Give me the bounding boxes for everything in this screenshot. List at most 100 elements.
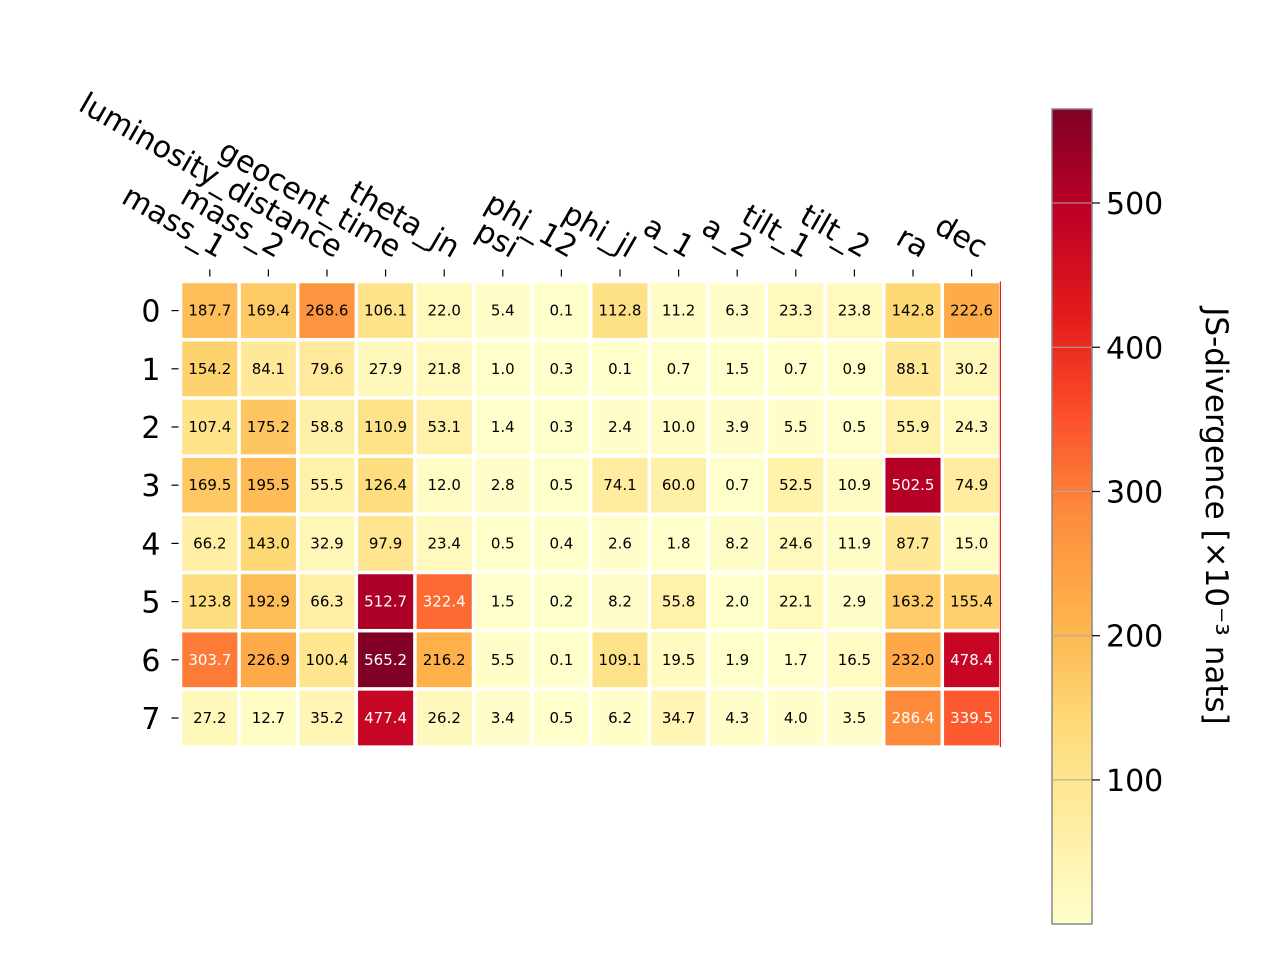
cell-value-label: 0.1 <box>608 360 632 378</box>
cell-value-label: 1.8 <box>667 534 691 552</box>
cell-value-label: 30.2 <box>955 360 988 378</box>
cell-value-label: 23.3 <box>779 302 812 320</box>
cell-value-label: 143.0 <box>247 534 290 552</box>
heatmap-cell <box>944 341 1000 397</box>
heatmap-cell <box>651 399 707 455</box>
heatmap-cell <box>299 632 355 688</box>
cell-value-label: 88.1 <box>896 360 929 378</box>
cell-value-label: 74.1 <box>603 476 636 494</box>
cell-value-label: 502.5 <box>892 476 935 494</box>
heatmap-cell <box>826 457 882 513</box>
heatmap-cell <box>768 457 824 513</box>
cell-value-label: 187.7 <box>188 302 231 320</box>
heatmap-cell <box>533 457 589 513</box>
cell-value-label: 0.7 <box>667 360 691 378</box>
cell-value-label: 0.7 <box>725 476 749 494</box>
heatmap-cell <box>768 632 824 688</box>
heatmap-cell <box>299 574 355 629</box>
cell-value-label: 21.8 <box>427 360 460 378</box>
heatmap-cell <box>885 341 941 397</box>
heatmap-cell <box>826 574 882 629</box>
y-axis: 0 1 2 3 4 5 6 7 <box>141 295 179 737</box>
cell-value-label: 169.5 <box>188 476 231 494</box>
cell-value-label: 34.7 <box>662 709 695 727</box>
x-axis: mass_1mass_2luminosity_distancegeocent_t… <box>73 86 993 277</box>
cell-value-label: 15.0 <box>955 534 988 552</box>
cell-value-label: 8.2 <box>608 593 632 611</box>
heatmap-cell <box>475 399 531 455</box>
y-tick-label: 6 <box>141 644 160 679</box>
cell-value-label: 142.8 <box>892 302 935 320</box>
cell-value-label: 1.5 <box>491 593 515 611</box>
heatmap-cell <box>768 690 824 746</box>
y-tick-label: 5 <box>141 586 160 621</box>
cell-value-label: 0.3 <box>549 360 573 378</box>
cell-value-label: 23.8 <box>838 302 871 320</box>
cell-value-label: 106.1 <box>364 302 407 320</box>
heatmap-cell <box>826 399 882 455</box>
cell-value-label: 126.4 <box>364 476 407 494</box>
cell-value-label: 0.5 <box>549 709 573 727</box>
cell-value-label: 0.5 <box>549 476 573 494</box>
cell-value-label: 2.6 <box>608 534 632 552</box>
heatmap-cell <box>592 283 648 338</box>
cell-value-label: 192.9 <box>247 593 290 611</box>
heatmap-cell <box>826 516 882 571</box>
heatmap-cell <box>709 283 765 338</box>
cell-value-label: 66.3 <box>310 593 343 611</box>
cell-value-label: 107.4 <box>188 418 231 436</box>
colorbar-label: JS-divergence [×10⁻³ nats] <box>1198 305 1234 725</box>
heatmap-cell <box>592 574 648 629</box>
heatmap-cell <box>416 399 472 455</box>
cell-value-label: 4.3 <box>725 709 749 727</box>
heatmap-cell <box>944 690 1000 746</box>
cell-value-label: 0.5 <box>491 534 515 552</box>
cell-value-label: 12.7 <box>252 709 285 727</box>
cell-value-label: 226.9 <box>247 651 290 669</box>
heatmap-cell <box>592 690 648 746</box>
x-tick-label: a_1 <box>637 209 700 266</box>
cell-value-label: 55.8 <box>662 593 695 611</box>
cell-value-label: 0.4 <box>549 534 573 552</box>
colorbar-tick-label: 100 <box>1106 764 1163 799</box>
heatmap-cell <box>475 574 531 629</box>
x-tick-label: dec <box>929 208 993 265</box>
cell-value-label: 11.2 <box>662 302 695 320</box>
y-tick-label: 1 <box>141 353 160 388</box>
heatmap-cell <box>358 341 414 397</box>
cell-value-label: 4.0 <box>784 709 808 727</box>
heatmap-cell <box>533 341 589 397</box>
cell-value-label: 0.9 <box>842 360 866 378</box>
heatmap-cell <box>240 574 296 629</box>
cell-value-label: 0.5 <box>842 418 866 436</box>
heatmap-cell <box>709 574 765 629</box>
heatmap-cell <box>299 457 355 513</box>
y-tick-label: 7 <box>141 702 160 737</box>
cell-value-label: 2.9 <box>842 593 866 611</box>
cell-value-label: 1.9 <box>725 651 749 669</box>
cell-value-label: 53.1 <box>427 418 460 436</box>
y-tick-label: 2 <box>141 411 160 446</box>
heatmap-cell <box>358 399 414 455</box>
heatmap-cell <box>885 690 941 746</box>
cell-value-label: 55.9 <box>896 418 929 436</box>
cell-value-label: 32.9 <box>310 534 343 552</box>
cell-value-label: 565.2 <box>364 651 407 669</box>
cell-value-label: 10.0 <box>662 418 695 436</box>
heatmap-cell <box>651 283 707 338</box>
heatmap-cell <box>416 690 472 746</box>
cell-value-label: 35.2 <box>310 709 343 727</box>
colorbar-tick-label: 400 <box>1106 331 1163 366</box>
cell-value-label: 0.1 <box>549 651 573 669</box>
heatmap-cell <box>299 690 355 746</box>
heatmap-cells: 187.7 169.4 268.6 106.1 22.0 5.4 0.1 112.8 11.2 6… <box>182 281 1002 748</box>
cell-value-label: 3.4 <box>491 709 515 727</box>
cell-value-label: 2.0 <box>725 593 749 611</box>
heatmap-cell <box>709 516 765 571</box>
cell-value-label: 10.9 <box>838 476 871 494</box>
cell-value-label: 0.1 <box>549 302 573 320</box>
heatmap-cell <box>885 399 941 455</box>
heatmap-cell <box>182 516 238 571</box>
cell-value-label: 6.3 <box>725 302 749 320</box>
cell-value-label: 169.4 <box>247 302 290 320</box>
